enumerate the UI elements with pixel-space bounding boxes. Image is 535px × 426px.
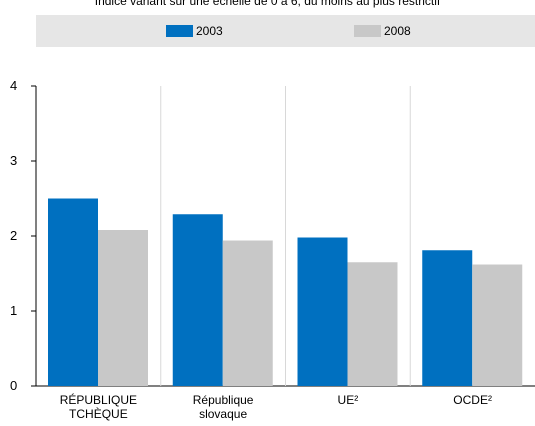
legend-item-2008: 2008 (354, 23, 411, 39)
x-category-label-1-1: slovaque (199, 407, 247, 421)
bar-2008-2 (347, 262, 398, 386)
chart-subtitle: Indice variant sur une échelle de 0 à 6,… (94, 0, 441, 8)
legend-label-2003: 2003 (196, 24, 223, 38)
bar-2003-0 (48, 198, 98, 386)
y-tick-label-1: 1 (10, 303, 17, 318)
x-category-label-1-0: République (193, 393, 254, 407)
x-category-label-0-1: TCHÈQUE (69, 406, 128, 421)
bar-2003-1 (172, 214, 223, 386)
x-category-label-2-0: UE² (338, 393, 359, 407)
legend-swatch-2008 (354, 25, 381, 37)
legend-label-2008: 2008 (384, 24, 411, 38)
y-tick-label-2: 2 (10, 228, 17, 243)
bar-2003-3 (422, 250, 473, 386)
bar-2008-3 (472, 264, 523, 386)
x-category-label-0-0: RÉPUBLIQUE (60, 392, 137, 407)
bar-2008-0 (98, 230, 148, 386)
legend-item-2003: 2003 (166, 23, 223, 39)
x-category-label-3-0: OCDE² (453, 393, 492, 407)
y-tick-label-4: 4 (10, 78, 17, 93)
y-tick-label-0: 0 (10, 378, 17, 393)
y-tick-label-3: 3 (10, 153, 17, 168)
bar-2008-1 (222, 240, 273, 386)
legend-swatch-2003 (166, 25, 193, 37)
legend: 2003 2008 (36, 15, 535, 47)
bar-2003-2 (297, 237, 348, 386)
